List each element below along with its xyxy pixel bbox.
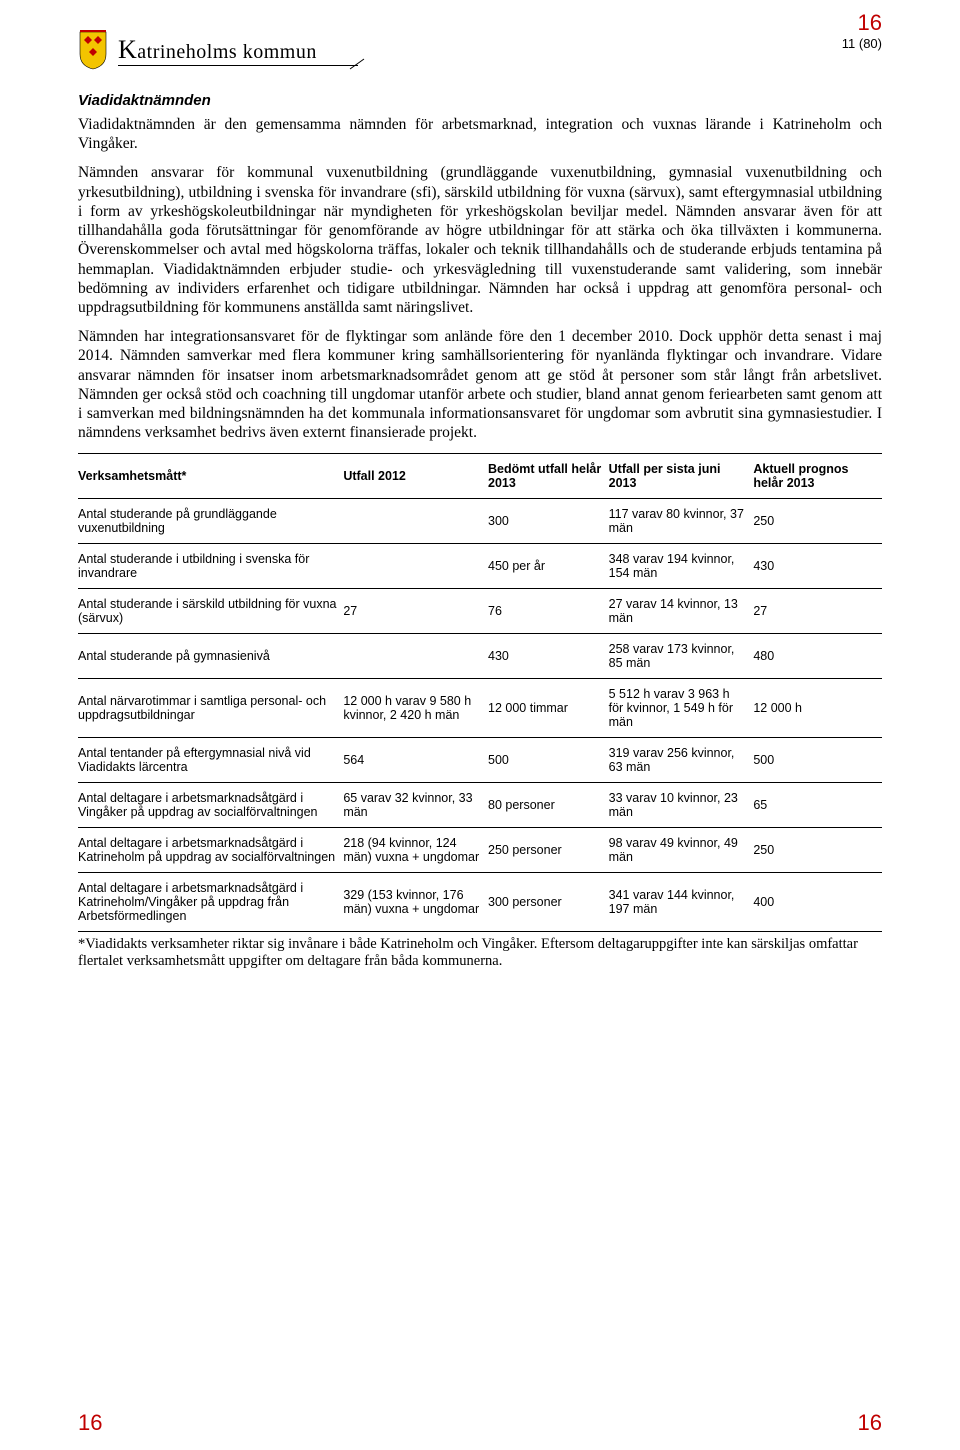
cell: 319 varav 256 kvinnor, 63 män	[609, 737, 754, 782]
cell: Antal studerande på grundläggande vuxenu…	[78, 498, 343, 543]
cell: 300	[488, 498, 609, 543]
cell: Antal deltagare i arbetsmarknadsåtgärd i…	[78, 782, 343, 827]
table-row: Antal deltagare i arbetsmarknadsåtgärd i…	[78, 872, 882, 931]
cell: 250	[753, 827, 882, 872]
underline-slash-icon	[348, 57, 366, 71]
page: 16 11 (80) Katrineholms kommun Viadidakt…	[0, 0, 960, 1450]
cell: 5 512 h varav 3 963 h för kvinnor, 1 549…	[609, 678, 754, 737]
cell: 300 personer	[488, 872, 609, 931]
cell: Antal tentander på eftergymnasial nivå v…	[78, 737, 343, 782]
table-body: Antal studerande på grundläggande vuxenu…	[78, 498, 882, 931]
cell	[343, 498, 488, 543]
cell: 12 000 h varav 9 580 h kvinnor, 2 420 h …	[343, 678, 488, 737]
cell: 400	[753, 872, 882, 931]
cell	[343, 633, 488, 678]
cell: 430	[488, 633, 609, 678]
cell: 500	[488, 737, 609, 782]
col-header: Aktuell prognos helår 2013	[753, 453, 882, 498]
cell: 76	[488, 588, 609, 633]
cell: 65	[753, 782, 882, 827]
municipality-name: Katrineholms kommun	[118, 35, 358, 66]
crest-icon	[78, 30, 108, 70]
cell	[343, 543, 488, 588]
cell: 12 000 h	[753, 678, 882, 737]
table-row: Antal deltagare i arbetsmarknadsåtgärd i…	[78, 827, 882, 872]
cell: 12 000 timmar	[488, 678, 609, 737]
cell: Antal deltagare i arbetsmarknadsåtgärd i…	[78, 827, 343, 872]
table-row: Antal studerande i utbildning i svenska …	[78, 543, 882, 588]
cell: 500	[753, 737, 882, 782]
col-header: Utfall 2012	[343, 453, 488, 498]
metrics-table: Verksamhetsmått* Utfall 2012 Bedömt utfa…	[78, 453, 882, 932]
paragraph-3: Nämnden har integrationsansvaret för de …	[78, 327, 882, 442]
cell: 117 varav 80 kvinnor, 37 män	[609, 498, 754, 543]
table-row: Antal studerande på grundläggande vuxenu…	[78, 498, 882, 543]
cell: 250 personer	[488, 827, 609, 872]
cell: 450 per år	[488, 543, 609, 588]
col-header: Verksamhetsmått*	[78, 453, 343, 498]
page-number-bottom-right: 16	[858, 1410, 882, 1436]
cell: 33 varav 10 kvinnor, 23 män	[609, 782, 754, 827]
cell: 65 varav 32 kvinnor, 33 män	[343, 782, 488, 827]
section-title: Viadidaktnämnden	[78, 92, 882, 109]
cell: Antal deltagare i arbetsmarknadsåtgärd i…	[78, 872, 343, 931]
table-footnote: *Viadidakts verksamheter riktar sig invå…	[78, 936, 882, 971]
cell: 98 varav 49 kvinnor, 49 män	[609, 827, 754, 872]
bottom-page-numbers: 16 16	[78, 1410, 882, 1436]
cell: 27	[343, 588, 488, 633]
paragraph-1: Viadidaktnämnden är den gemensamma nämnd…	[78, 115, 882, 153]
cell: 27	[753, 588, 882, 633]
table-header-row: Verksamhetsmått* Utfall 2012 Bedömt utfa…	[78, 453, 882, 498]
page-subnumber: 11 (80)	[842, 36, 882, 51]
page-number-bottom-left: 16	[78, 1410, 102, 1436]
cell: 80 personer	[488, 782, 609, 827]
table-row: Antal studerande i särskild utbildning f…	[78, 588, 882, 633]
cell: Antal studerande i särskild utbildning f…	[78, 588, 343, 633]
cell: 250	[753, 498, 882, 543]
cell: 480	[753, 633, 882, 678]
table-row: Antal tentander på eftergymnasial nivå v…	[78, 737, 882, 782]
cell: 27 varav 14 kvinnor, 13 män	[609, 588, 754, 633]
paragraph-2: Nämnden ansvarar för kommunal vuxenutbil…	[78, 163, 882, 317]
cell: 430	[753, 543, 882, 588]
municipality-rest: atrineholms kommun	[137, 41, 317, 64]
municipality-initial: K	[118, 35, 137, 65]
cell: 348 varav 194 kvinnor, 154 män	[609, 543, 754, 588]
cell: 329 (153 kvinnor, 176 män) vuxna + ungdo…	[343, 872, 488, 931]
col-header: Utfall per sista juni 2013	[609, 453, 754, 498]
page-number-top: 16	[858, 10, 882, 36]
cell: 258 varav 173 kvinnor, 85 män	[609, 633, 754, 678]
table-row: Antal studerande på gymnasienivå 430 258…	[78, 633, 882, 678]
cell: Antal studerande i utbildning i svenska …	[78, 543, 343, 588]
document-header: Katrineholms kommun	[78, 30, 882, 70]
table-row: Antal deltagare i arbetsmarknadsåtgärd i…	[78, 782, 882, 827]
table-row: Antal närvarotimmar i samtliga personal-…	[78, 678, 882, 737]
cell: Antal studerande på gymnasienivå	[78, 633, 343, 678]
cell: 341 varav 144 kvinnor, 197 män	[609, 872, 754, 931]
cell: Antal närvarotimmar i samtliga personal-…	[78, 678, 343, 737]
cell: 564	[343, 737, 488, 782]
col-header: Bedömt utfall helår 2013	[488, 453, 609, 498]
cell: 218 (94 kvinnor, 124 män) vuxna + ungdom…	[343, 827, 488, 872]
